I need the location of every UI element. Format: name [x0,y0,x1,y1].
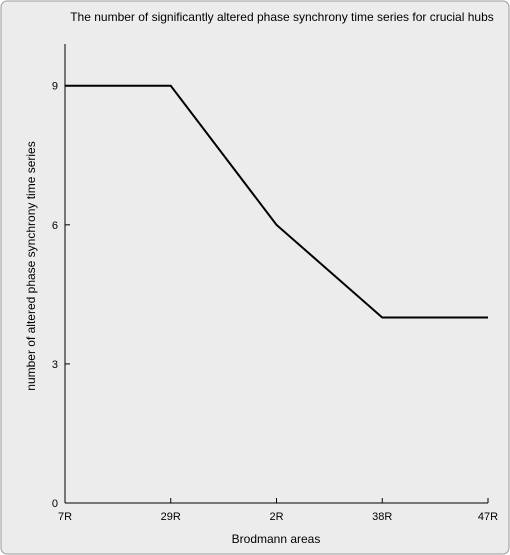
x-tick-label: 7R [58,511,72,523]
x-tick-label: 29R [161,511,181,523]
x-tick-label: 2R [269,511,283,523]
chart-title: The number of significantly altered phas… [70,10,494,24]
x-tick-label: 38R [372,511,392,523]
y-tick-label: 0 [52,498,58,510]
x-axis-label: Brodmann areas [232,532,321,546]
y-tick-label: 3 [52,359,58,371]
x-ticks-group: 7R 29R 2R 38R 47R [58,498,498,523]
y-tick-label: 9 [52,81,58,93]
x-tick-label: 47R [478,511,498,523]
y-axis-label: number of altered phase synchrony time s… [24,141,38,390]
series-line [65,84,488,319]
y-tick-label: 6 [52,220,58,232]
